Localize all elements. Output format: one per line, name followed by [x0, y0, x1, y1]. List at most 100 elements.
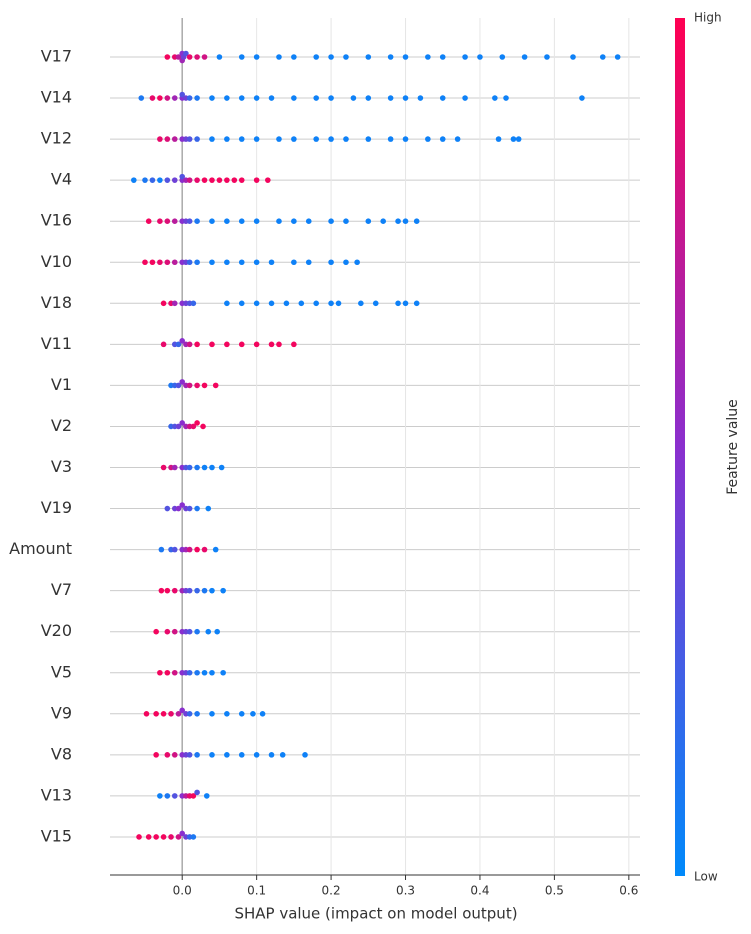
point: [291, 95, 297, 101]
point: [194, 628, 200, 635]
colorbar-high-label: High: [694, 11, 722, 25]
point: [291, 54, 297, 60]
point: [164, 177, 171, 183]
point: [145, 834, 152, 840]
point: [253, 341, 260, 348]
point: [238, 259, 245, 266]
point: [259, 711, 266, 717]
point: [205, 505, 212, 512]
point: [186, 218, 193, 224]
point: [291, 341, 297, 348]
point: [194, 711, 200, 717]
point: [510, 136, 517, 142]
point: [268, 300, 275, 307]
point: [136, 834, 142, 840]
point: [521, 54, 528, 60]
point: [164, 259, 171, 266]
point: [276, 136, 282, 142]
point: [492, 95, 498, 101]
point: [153, 628, 159, 635]
feature-label: V9: [51, 703, 72, 722]
point: [238, 177, 245, 183]
point: [253, 218, 260, 224]
point: [238, 711, 245, 717]
point: [186, 95, 193, 101]
point: [515, 136, 522, 142]
point: [238, 136, 245, 142]
point: [175, 505, 182, 512]
x-tick-label: 0.3: [396, 884, 415, 898]
point: [439, 136, 446, 142]
point: [387, 54, 394, 60]
point: [194, 177, 200, 183]
point: [164, 505, 171, 512]
point: [175, 711, 182, 717]
point: [209, 218, 215, 224]
point: [253, 177, 260, 183]
feature-label: V11: [41, 334, 72, 353]
point: [268, 259, 275, 266]
feature-label: V10: [41, 252, 72, 271]
point: [194, 382, 200, 389]
point: [358, 300, 364, 307]
point: [171, 177, 178, 183]
point: [402, 95, 409, 101]
point: [186, 587, 193, 594]
point: [194, 587, 200, 594]
point: [417, 95, 424, 101]
point: [402, 136, 409, 142]
point: [495, 136, 502, 142]
point: [168, 834, 174, 840]
point: [499, 54, 506, 60]
point: [395, 300, 401, 307]
point: [171, 95, 178, 101]
x-tick-label: 0.5: [545, 884, 564, 898]
point: [160, 464, 167, 471]
point: [186, 136, 193, 142]
point: [365, 136, 372, 142]
point: [190, 300, 197, 307]
point: [153, 752, 159, 758]
feature-label: Amount: [9, 539, 72, 558]
point: [194, 464, 200, 471]
point: [209, 95, 215, 101]
point: [238, 95, 245, 101]
point: [171, 793, 178, 799]
point: [142, 259, 148, 266]
point: [365, 218, 372, 224]
point: [160, 341, 167, 348]
point: [164, 95, 171, 101]
point: [175, 423, 182, 430]
point: [305, 259, 312, 266]
point: [171, 628, 178, 635]
point: [291, 218, 297, 224]
point: [194, 95, 200, 101]
colorbar-label: Feature value: [725, 399, 741, 495]
point: [194, 546, 200, 553]
point: [209, 259, 215, 266]
point: [328, 136, 334, 142]
point: [387, 136, 394, 142]
point: [313, 54, 319, 60]
point: [224, 177, 230, 183]
point: [462, 95, 468, 101]
point: [253, 300, 260, 307]
point: [268, 95, 275, 101]
point: [253, 95, 260, 101]
point: [402, 300, 409, 307]
point: [216, 54, 223, 60]
point: [179, 420, 186, 426]
point: [328, 259, 334, 266]
point: [138, 95, 145, 101]
point: [291, 259, 297, 266]
point: [158, 546, 165, 553]
point: [503, 95, 509, 101]
point: [220, 587, 226, 594]
point: [175, 341, 182, 348]
point: [158, 587, 165, 594]
point: [186, 177, 193, 183]
point: [157, 259, 163, 266]
point: [157, 177, 163, 183]
point: [212, 546, 219, 553]
point: [209, 711, 215, 717]
